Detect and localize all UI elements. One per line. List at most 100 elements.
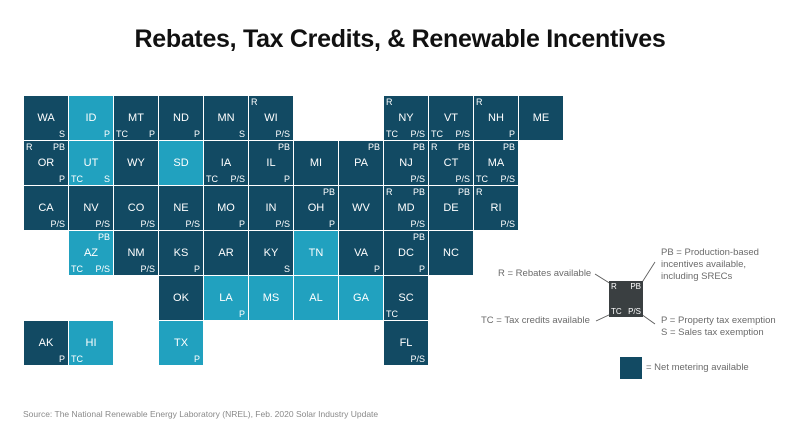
state-abbr: IN	[265, 202, 277, 214]
state-abbr: VT	[443, 112, 459, 124]
state-abbr: PA	[354, 157, 368, 169]
state-tile-la: LA P	[204, 276, 248, 320]
tax-credit-code: TC	[116, 129, 128, 139]
state-tile-wy: WY	[114, 141, 158, 185]
rebates-connector	[594, 273, 612, 285]
legend-pb-line3: including SRECs	[661, 271, 733, 282]
state-tile-ak: AK P	[24, 321, 68, 365]
state-tile-nj: NJ PB P/S	[384, 141, 428, 185]
rebate-code: R	[431, 142, 438, 152]
tax-exemption-code: P/S	[185, 219, 200, 229]
tax-exemption-code: P/S	[275, 219, 290, 229]
tax-exemption-code: P/S	[50, 219, 65, 229]
state-tile-pa: PA PB	[339, 141, 383, 185]
state-tile-ma: MA PB TC P/S	[474, 141, 518, 185]
tax-exemption-code: P/S	[140, 219, 155, 229]
state-abbr: VA	[354, 247, 368, 259]
tc-connector	[595, 313, 612, 322]
state-tile-mt: MT TC P	[114, 96, 158, 140]
state-tile-mo: MO P	[204, 186, 248, 230]
state-tile-mn: MN S	[204, 96, 248, 140]
tax-exemption-code: P/S	[140, 264, 155, 274]
legend-property-tax: P = Property tax exemption	[661, 315, 776, 326]
tax-credit-code: TC	[206, 174, 218, 184]
rebate-code: R	[476, 187, 483, 197]
state-abbr: WA	[37, 112, 55, 124]
legend-tile-pb: PB	[630, 282, 641, 291]
pb-connector	[640, 261, 656, 285]
state-abbr: CT	[443, 157, 459, 169]
production-incentive-code: PB	[367, 142, 380, 152]
state-abbr: ME	[532, 112, 550, 124]
production-incentive-code: PB	[457, 142, 470, 152]
state-tile-co: CO P/S	[114, 186, 158, 230]
tax-credit-code: TC	[71, 174, 83, 184]
state-abbr: DE	[443, 202, 459, 214]
state-abbr: AZ	[83, 247, 99, 259]
tax-exemption-code: P	[418, 264, 425, 274]
legend-sales-tax: S = Sales tax exemption	[661, 327, 764, 338]
tax-credit-code: TC	[71, 264, 83, 274]
state-abbr: MS	[262, 292, 280, 304]
state-abbr: IA	[220, 157, 232, 169]
tax-exemption-code: P/S	[500, 174, 515, 184]
production-incentive-code: PB	[412, 142, 425, 152]
state-tile-ny: NY R TC P/S	[384, 96, 428, 140]
legend-pb-line1: PB = Production-based	[661, 247, 759, 258]
state-tile-il: IL PB P	[249, 141, 293, 185]
tax-exemption-code: P/S	[95, 264, 110, 274]
state-tile-az: AZ PB TC P/S	[69, 231, 113, 275]
state-abbr: GA	[353, 292, 369, 304]
state-abbr: AK	[38, 337, 54, 349]
state-abbr: MT	[128, 112, 144, 124]
legend-tile-ps: P/S	[628, 307, 641, 316]
tax-credit-code: TC	[71, 354, 83, 364]
tax-exemption-code: P	[58, 174, 65, 184]
state-tile-dc: DC PB P	[384, 231, 428, 275]
state-abbr: AR	[218, 247, 234, 259]
legend-tax-credits: TC = Tax credits available	[481, 315, 590, 326]
legend-example-tile: R PB TC P/S	[609, 281, 643, 317]
tax-exemption-code: P/S	[410, 174, 425, 184]
state-tile-mi: MI	[294, 141, 338, 185]
state-tile-ca: CA P/S	[24, 186, 68, 230]
state-abbr: MO	[217, 202, 235, 214]
tax-credit-code: TC	[386, 309, 398, 319]
production-incentive-code: PB	[412, 232, 425, 242]
tax-exemption-code: P	[328, 219, 335, 229]
state-abbr: TX	[173, 337, 189, 349]
legend-rebates: R = Rebates available	[498, 268, 592, 279]
production-incentive-code: PB	[322, 187, 335, 197]
state-tile-or: OR R PB P	[24, 141, 68, 185]
tax-exemption-code: P	[193, 129, 200, 139]
state-abbr: IL	[266, 157, 276, 169]
state-tile-oh: OH PB P	[294, 186, 338, 230]
state-abbr: WV	[352, 202, 370, 214]
state-tile-al: AL	[294, 276, 338, 320]
state-tile-ri: RI R P/S	[474, 186, 518, 230]
rebate-code: R	[26, 142, 33, 152]
state-tile-va: VA P	[339, 231, 383, 275]
chart-title: Rebates, Tax Credits, & Renewable Incent…	[134, 25, 666, 53]
tax-exemption-code: P	[238, 219, 245, 229]
tax-exemption-code: P	[103, 129, 110, 139]
state-abbr: NE	[173, 202, 189, 214]
state-tile-ia: IA TC P/S	[204, 141, 248, 185]
state-tile-wa: WA S	[24, 96, 68, 140]
legend-tile-r: R	[611, 282, 617, 291]
state-tile-nm: NM P/S	[114, 231, 158, 275]
state-abbr: MI	[309, 157, 323, 169]
state-tile-ms: MS	[249, 276, 293, 320]
state-tile-md: MD R PB P/S	[384, 186, 428, 230]
tax-credit-code: TC	[431, 129, 443, 139]
tax-exemption-code: P	[193, 264, 200, 274]
tax-exemption-code: S	[283, 264, 290, 274]
tax-exemption-code: P/S	[410, 219, 425, 229]
state-tile-nc: NC	[429, 231, 473, 275]
state-tile-vt: VT TC P/S	[429, 96, 473, 140]
production-incentive-code: PB	[502, 142, 515, 152]
rebate-code: R	[386, 187, 393, 197]
state-abbr: NC	[443, 247, 459, 259]
